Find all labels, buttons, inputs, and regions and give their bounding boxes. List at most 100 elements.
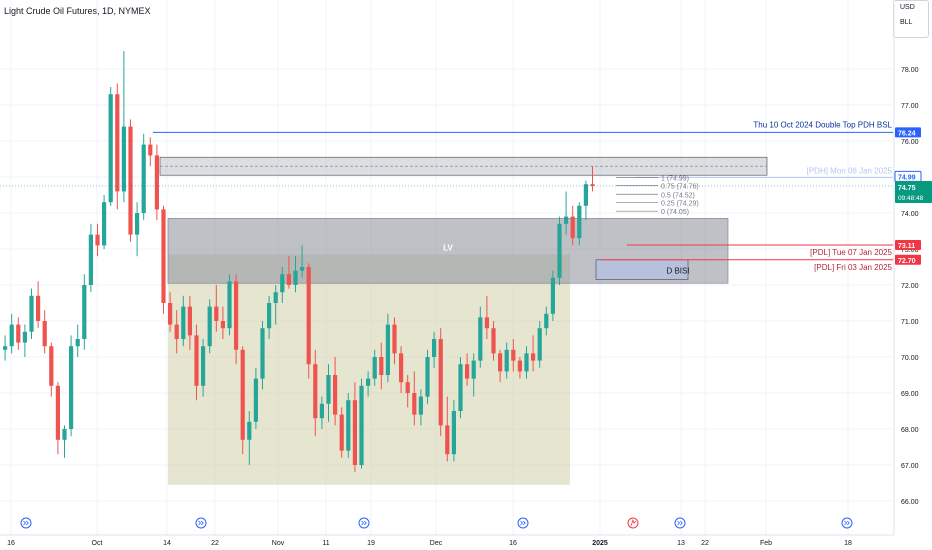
candle-body-74 [491,328,496,354]
candle-body-60 [399,353,404,383]
candle-body-5 [36,295,41,321]
candle-body-59 [392,324,397,354]
candle-body-72 [478,317,483,361]
candle-body-79 [524,353,529,372]
event-markers[interactable] [20,517,853,529]
candle-body-64 [425,357,430,397]
lv-label: LV [443,243,453,252]
time-axis[interactable]: 16 Oct 14 22 Nov 11 19 Dec 16 2025 13 22 Feb 18 [0,534,894,547]
price-tick-11: 77.00 [901,103,919,110]
fib-label-2: 0.5 (74.52) [661,192,695,199]
pdl-tuesday-price-tag-text: 73.11 [898,243,915,250]
fib-label-3: 0.25 (74.29) [661,201,699,208]
candle-body-24 [161,209,166,303]
candle-body-55 [366,378,371,386]
candle-body-42 [280,274,285,293]
candle-body-8 [55,385,60,440]
event-marker-glyph-2 [361,520,367,526]
candle-body-71 [471,360,476,379]
double-top-pdh-label: Thu 10 Oct 2024 Double Top PDH BSL [753,120,892,129]
time-tick-7: Dec [430,540,443,547]
earnings-marker-glyph [630,518,637,527]
unit-label[interactable]: BLL [900,19,913,26]
time-tick-12: Feb [760,540,772,547]
candle-body-34 [227,281,232,329]
candle-body-65 [432,339,437,357]
candle-body-86 [570,216,575,239]
candle-body-87 [577,205,582,239]
candle-body-75 [498,353,503,372]
candle-body-76 [504,349,509,372]
countdown-text: 09:48:48 [898,195,924,202]
price-tick-3: 69.00 [901,391,919,398]
price-tick-5: 71.00 [901,319,919,326]
candle-body-0 [3,346,8,350]
candle-body-49 [326,375,331,404]
currency-label[interactable]: USD [900,4,915,11]
candle-body-17 [115,94,120,192]
candle-body-6 [42,321,47,347]
candle-body-54 [359,385,364,465]
fib-label-0: 1 (74.99) [661,175,689,182]
candle-body-35 [234,281,239,350]
candle-body-82 [544,313,549,329]
pdl-friday-price-tag-text: 72.70 [898,258,916,265]
candle-body-23 [154,155,159,210]
time-tick-1: Oct [92,540,103,547]
price-tick-12: 78.00 [901,67,919,74]
event-marker-glyph-1 [198,520,204,526]
candle-body-26 [174,324,179,339]
candle-body-38 [253,378,258,422]
price-axis[interactable]: 66.00 67.00 68.00 69.00 70.00 71.00 72.00 73.00… [893,0,919,535]
candle-body-41 [273,292,278,303]
earnings-marker-icon[interactable] [627,517,639,529]
candle-body-61 [405,382,410,393]
event-marker-glyph-4 [677,520,683,526]
event-marker-glyph-5 [844,520,850,526]
pdh-monday-label: [PDH] Mon 06 Jan 2025 [807,166,893,175]
price-tick-1: 67.00 [901,463,919,470]
candle-body-48 [319,403,324,419]
candle-body-47 [313,364,318,419]
candle-body-10 [69,346,74,429]
candle-body-22 [148,144,153,156]
candle-body-58 [385,324,390,375]
d-bisi-label: D BISI [666,267,689,276]
price-tick-6: 72.00 [901,283,919,290]
candle-body-80 [531,353,536,361]
candle-body-14 [95,234,100,246]
candle-body-67 [445,425,450,455]
time-tick-13: 18 [844,540,852,547]
price-tick-7: 73.00 [901,247,919,254]
fib-label-4: 0 (74.05) [661,209,689,216]
fib-label-1: 0.75 (74.76) [661,184,699,191]
time-tick-11: 22 [701,540,709,547]
candle-body-78 [517,360,522,372]
candle-body-15 [102,202,107,246]
time-tick-5: 11 [322,540,329,547]
candle-body-46 [306,267,311,365]
candle-body-62 [412,393,417,415]
pdh-monday-price-tag-text: 74.99 [898,174,916,181]
time-tick-8: 16 [509,540,517,547]
candle-body-12 [82,285,87,339]
current-price-tag [895,181,932,203]
candle-body-27 [181,306,186,339]
double-top-price-tag [895,127,921,138]
candle-body-37 [247,421,252,440]
time-tick-2: 14 [163,540,171,547]
candle-body-51 [339,414,344,451]
candle-body-45 [300,267,305,271]
event-marker-glyph-0 [23,520,29,526]
candle-body-18 [121,126,126,192]
candle-body-44 [293,270,298,285]
candle-body-19 [128,126,133,235]
symbol-title: Light Crude Oil Futures, 1D, NYMEX [4,6,151,16]
candle-body-63 [418,396,423,415]
candle-body-30 [201,346,206,386]
candle-body-66 [438,339,443,426]
price-tick-8: 74.00 [901,211,919,218]
candle-body-40 [267,303,272,329]
candle-body-70 [465,364,470,379]
